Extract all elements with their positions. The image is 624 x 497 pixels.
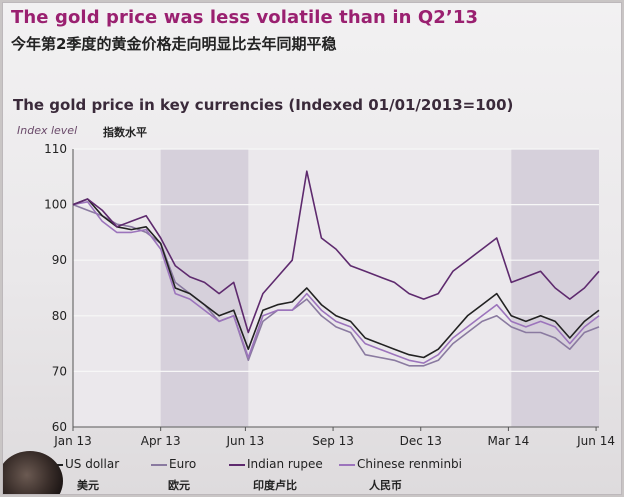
slide-subtitle: 今年第2季度的黄金价格走向明显比去年同期平稳 xyxy=(11,35,337,53)
legend-label-us-dollar-cn: 美元 xyxy=(77,479,99,492)
y-tick-label-100: 100 xyxy=(44,198,67,212)
legend-label-euro: Euro xyxy=(169,457,197,471)
series-line-chinese-renminbi xyxy=(72,201,600,364)
slide-title: The gold price was less volatile than in… xyxy=(11,7,479,28)
legend-label-indian-rupee-cn: 印度卢比 xyxy=(253,479,297,492)
legend-swatch-euro xyxy=(151,463,167,466)
y-tick-label-70: 70 xyxy=(52,364,67,378)
legend-label-chinese-renminbi: Chinese renminbi xyxy=(357,457,462,471)
legend-label-us-dollar: US dollar xyxy=(65,457,120,471)
x-tick-label-2: Jun 13 xyxy=(225,434,264,448)
x-tick-label-1: Apr 13 xyxy=(141,434,181,448)
legend-item-indian-rupee: Indian rupee xyxy=(229,457,323,471)
x-tick-label-5: Mar 14 xyxy=(488,434,530,448)
x-tick-label-4: Dec 13 xyxy=(400,434,442,448)
x-tick-label-0: Jan 13 xyxy=(53,434,92,448)
y-axis-label-cn: 指数水平 xyxy=(103,126,147,139)
y-tick-label-110: 110 xyxy=(44,142,67,156)
series-line-us-dollar xyxy=(72,198,600,359)
x-tick-label-6: Jun 14 xyxy=(576,434,615,448)
chart-title: The gold price in key currencies (Indexe… xyxy=(13,96,514,114)
legend-item-chinese-renminbi: Chinese renminbi xyxy=(339,457,462,471)
y-axis-label: Index level xyxy=(17,124,78,137)
y-tick-label-80: 80 xyxy=(52,309,67,323)
legend-item-euro: Euro xyxy=(151,457,196,471)
legend-swatch-chinese-renminbi xyxy=(339,463,355,466)
line-chart: 60 70 80 90 100 110 Jan 13 Apr 13 Jun 13 Sep 13 De… xyxy=(44,142,615,448)
x-tick-label-3: Sep 13 xyxy=(312,434,354,448)
y-tick-label-60: 60 xyxy=(52,420,67,434)
series-line-indian-rupee xyxy=(72,170,600,334)
legend-swatch-indian-rupee xyxy=(229,463,245,466)
legend-label-euro-cn: 欧元 xyxy=(168,479,190,492)
y-tick-label-90: 90 xyxy=(52,253,67,267)
legend-label-chinese-renminbi-cn: 人民币 xyxy=(369,479,402,492)
legend-label-indian-rupee: Indian rupee xyxy=(247,457,323,471)
legend: US dollar 美元 Euro 欧元 Indian rupee 印度卢比 C… xyxy=(33,457,613,494)
